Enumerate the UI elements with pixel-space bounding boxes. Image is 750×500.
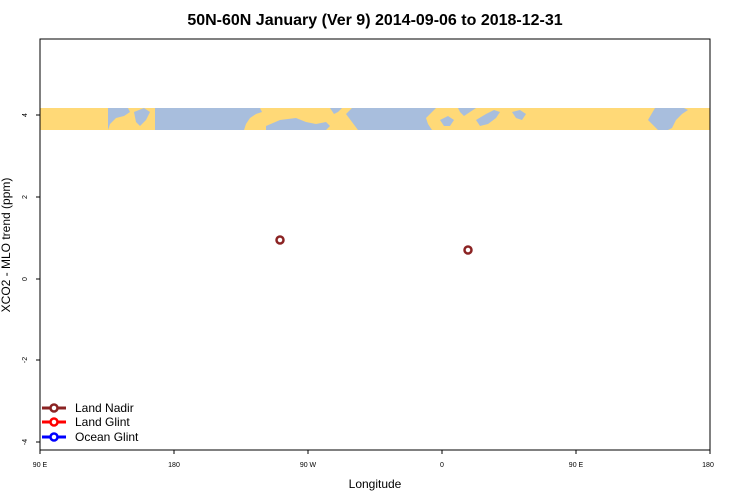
- x-tick-label: 90 W: [300, 462, 317, 469]
- y-axis: -4 -2 0 2 4: [22, 113, 40, 445]
- legend-label: Ocean Glint: [75, 430, 139, 444]
- chart-title: 50N-60N January (Ver 9) 2014-09-06 to 20…: [187, 12, 562, 29]
- x-tick-label: 180: [168, 462, 180, 469]
- legend-item-ocean-glint: Ocean Glint: [42, 430, 139, 444]
- x-tick-label: 0: [440, 462, 444, 469]
- x-axis: 90 E 180 90 W 0 90 E 180: [33, 450, 714, 469]
- data-point-land-nadir: [463, 245, 473, 255]
- y-tick-label: 4: [22, 113, 29, 117]
- y-tick-label: 2: [22, 195, 29, 199]
- legend-marker: [49, 432, 59, 442]
- y-tick-label: 0: [22, 277, 29, 281]
- map-ocean-atlantic: [346, 108, 454, 130]
- legend-label: Land Glint: [75, 415, 130, 429]
- legend-item-land-nadir: Land Nadir: [42, 401, 134, 415]
- data-points: [275, 235, 473, 255]
- map-ocean-pacific: [108, 108, 342, 130]
- x-axis-label: Longitude: [349, 477, 402, 491]
- data-point-land-nadir: [275, 235, 285, 245]
- y-axis-label: XCO2 - MLO trend (ppm): [0, 178, 13, 313]
- y-tick-label: -2: [22, 357, 29, 363]
- x-tick-label: 90 E: [569, 462, 584, 469]
- x-tick-label: 180: [702, 462, 714, 469]
- map-ocean-east: [458, 108, 688, 130]
- legend-label: Land Nadir: [75, 401, 134, 415]
- legend-marker: [49, 403, 59, 413]
- x-tick-label: 90 E: [33, 462, 48, 469]
- legend-marker: [49, 417, 59, 427]
- world-map-band: [40, 108, 710, 130]
- legend-item-land-glint: Land Glint: [42, 415, 130, 429]
- plot-frame: [39, 38, 711, 451]
- legend: Land Nadir Land Glint Ocean Glint: [42, 401, 139, 444]
- y-tick-label: -4: [22, 439, 29, 445]
